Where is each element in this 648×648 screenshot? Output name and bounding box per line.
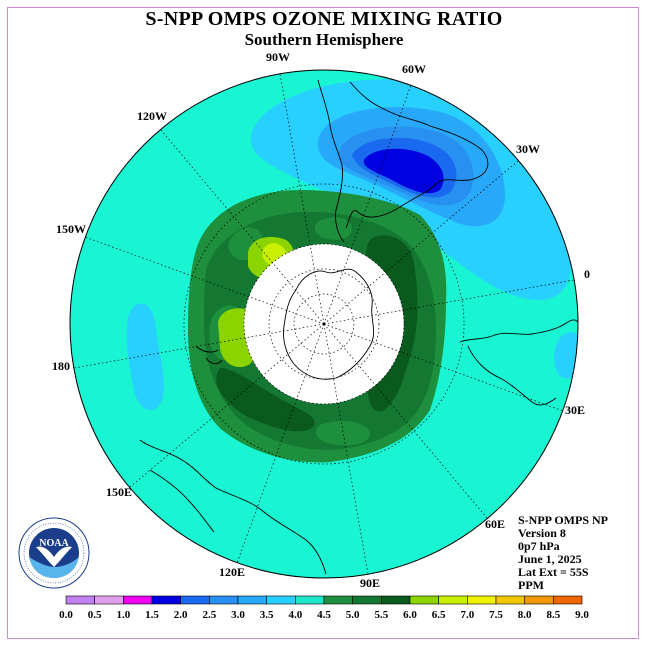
lon-label-30e: 30E — [565, 403, 585, 417]
coast-australia — [139, 439, 327, 575]
colorbar: 0.0 0.5 1.0 1.5 2.0 2.5 3.0 3.5 4.0 4.5 5.0 5.5 6.0 6… — [59, 595, 589, 621]
map-title: S-NPP OMPS OZONE MIXING RATIO — [145, 8, 503, 30]
colorbar-cell — [180, 595, 210, 605]
colorbar-label: 4.0 — [288, 609, 302, 621]
colorbar-label: 2.5 — [202, 609, 216, 621]
contour-1-5 — [363, 148, 444, 194]
lon-label-30w: 30W — [516, 142, 540, 156]
colorbar-label: 1.0 — [116, 609, 130, 621]
colorbar-label: 6.0 — [403, 609, 417, 621]
colorbar-cells — [65, 595, 583, 605]
globe-outline — [69, 69, 579, 579]
colorbar-label: 7.0 — [460, 609, 474, 621]
info-product: S-NPP OMPS NP — [518, 513, 608, 527]
info-units: PPM — [518, 578, 544, 592]
colorbar-label: 5.5 — [374, 609, 388, 621]
colorbar-cell — [381, 595, 411, 605]
colorbar-label: 6.5 — [432, 609, 446, 621]
contour-5-0-b — [216, 368, 315, 432]
colorbar-label: 0.0 — [59, 609, 73, 621]
colorbar-label: 2.0 — [174, 609, 188, 621]
colorbar-cell — [409, 595, 439, 605]
colorbar-label: 3.5 — [260, 609, 274, 621]
info-lat-ext: Lat Ext = 55S — [518, 565, 589, 579]
lon-label-90w: 90W — [266, 50, 290, 64]
lon-label-60w: 60W — [402, 62, 426, 76]
lon-label-60e: 60E — [485, 517, 505, 531]
lon-label-150e: 150E — [106, 485, 132, 499]
colorbar-cell — [151, 595, 181, 605]
noaa-logo-text: NOAA — [39, 538, 69, 549]
contour-3-5-west — [126, 303, 164, 411]
coast-africa — [459, 319, 578, 406]
coast-antarctica-cap — [283, 268, 375, 380]
lon-label-90e: 90E — [360, 576, 380, 590]
coast-south-america — [317, 79, 489, 243]
colorbar-cell — [94, 595, 124, 605]
colorbar-cell — [123, 595, 153, 605]
page-frame — [7, 7, 639, 639]
colorbar-label: 9.0 — [575, 609, 589, 621]
colorbar-cell — [323, 595, 353, 605]
colorbar-cell — [65, 595, 95, 605]
colorbar-cell — [553, 595, 583, 605]
colorbar-cell — [237, 595, 267, 605]
lon-label-0: 0 — [584, 267, 590, 281]
lon-label-150w: 150W — [56, 222, 86, 236]
info-level: 0p7 hPa — [518, 539, 560, 553]
colorbar-label: 7.5 — [489, 609, 503, 621]
colorbar-cell — [266, 595, 296, 605]
lon-label-180: 180 — [52, 359, 70, 373]
colorbar-cell — [438, 595, 468, 605]
colorbar-label: 1.5 — [145, 609, 159, 621]
colorbar-cell — [295, 595, 325, 605]
pole-marker — [322, 322, 326, 326]
lon-label-120w: 120W — [137, 109, 167, 123]
colorbar-cell — [495, 595, 525, 605]
info-version: Version 8 — [518, 526, 566, 540]
colorbar-label: 5.0 — [346, 609, 360, 621]
colorbar-label: 8.5 — [546, 609, 560, 621]
colorbar-cell — [467, 595, 497, 605]
coast-new-zealand — [195, 345, 223, 365]
noaa-logo-icon: NOAA — [18, 517, 90, 589]
colorbar-label: 8.0 — [518, 609, 532, 621]
colorbar-label: 4.5 — [317, 609, 331, 621]
colorbar-cell — [209, 595, 239, 605]
colorbar-label: 0.5 — [88, 609, 102, 621]
colorbar-cell — [352, 595, 382, 605]
map-subtitle: Southern Hemisphere — [244, 30, 404, 49]
colorbar-label: 3.0 — [231, 609, 245, 621]
contour-4-0-pocket-c — [315, 420, 371, 446]
lon-label-120e: 120E — [219, 565, 245, 579]
contour-4-0-pocket-d — [314, 217, 352, 240]
colorbar-cell — [524, 595, 554, 605]
colorbar-labels: 0.0 0.5 1.0 1.5 2.0 2.5 3.0 3.5 4.0 4.5 5.0 5.5 6.0 6… — [59, 609, 589, 621]
info-date: June 1, 2025 — [518, 552, 582, 566]
